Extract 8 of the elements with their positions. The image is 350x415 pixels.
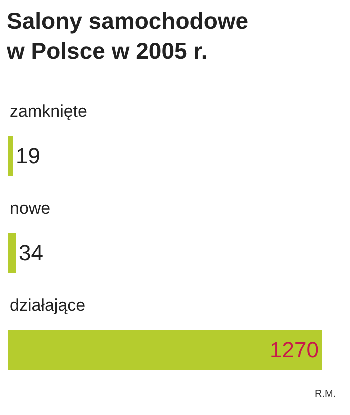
y-tick-label: nowe (10, 199, 51, 218)
y-tick-label: zamknięte (10, 102, 88, 121)
text: R.M. (315, 389, 336, 400)
data-label: 34 (19, 240, 44, 266)
y-tick-label: działające (10, 296, 86, 315)
chart-title: Salony samochodowe w Polsce w 2005 r. (6, 8, 249, 64)
data-label: 19 (16, 144, 40, 168)
data-label: 1270 (270, 338, 319, 362)
